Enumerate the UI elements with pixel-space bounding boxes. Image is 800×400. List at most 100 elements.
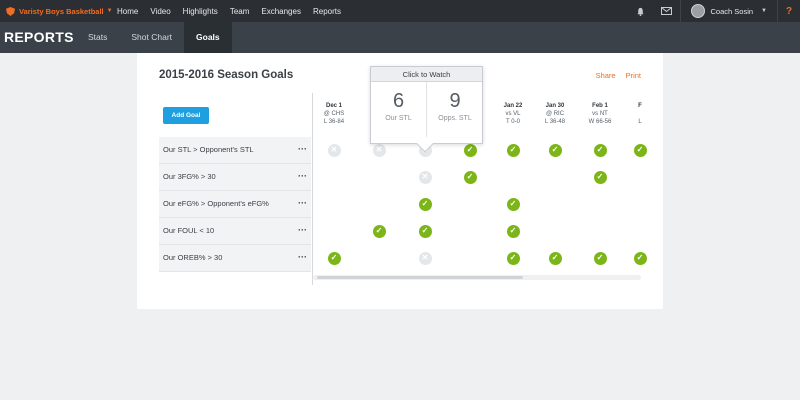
goal-met-check-icon[interactable]: ✓ <box>418 224 432 238</box>
game-result: T 0-0 <box>506 119 520 125</box>
sub-navigation-bar: REPORTS Stats Shot Chart Goals <box>0 22 800 53</box>
nav-video[interactable]: Video <box>150 6 171 16</box>
game-opponent: vs NT <box>592 111 608 117</box>
goal-missed-x-icon[interactable]: ✕ <box>372 143 386 157</box>
topbar-divider <box>777 0 778 22</box>
goal-label: Our FOUL < 10 <box>163 226 215 235</box>
game-column-header[interactable]: Feb 1 vs NT W 66-56 <box>577 102 623 126</box>
goals-report-card: 2015-2016 Season Goals Share Print Add G… <box>137 53 663 309</box>
game-column-header[interactable]: Jan 30 @ RIC L 36-48 <box>532 102 578 126</box>
nav-reports[interactable]: Reports <box>312 6 341 16</box>
goal-label: Our 3FG% > 30 <box>163 172 216 181</box>
game-date: Jan 22 <box>503 103 523 109</box>
goal-label: Our eFG% > Opponent's eFG% <box>163 199 269 208</box>
print-link[interactable]: Print <box>625 71 641 80</box>
more-options-icon[interactable]: ··· <box>298 252 307 262</box>
goal-met-check-icon[interactable]: ✓ <box>506 224 520 238</box>
scrollbar-thumb[interactable] <box>317 276 523 279</box>
game-opponent: @ CHS <box>323 111 345 117</box>
goal-missed-x-icon[interactable]: ✕ <box>418 170 432 184</box>
goal-met-check-icon[interactable]: ✓ <box>463 143 477 157</box>
topbar-divider <box>679 0 681 22</box>
stat-label: Our STL <box>385 115 412 122</box>
report-actions: Share Print <box>586 71 641 80</box>
game-opponent: @ RIC <box>545 111 565 117</box>
bell-icon[interactable] <box>628 0 654 22</box>
game-result: W 66-56 <box>588 119 612 125</box>
share-link[interactable]: Share <box>595 71 616 80</box>
report-title: 2015-2016 Season Goals <box>159 69 294 81</box>
main-nav: Home Video Highlights Team Exchanges Rep… <box>117 0 353 22</box>
goal-missed-x-icon[interactable]: ✕ <box>418 251 432 265</box>
report-tabs: Stats Shot Chart Goals <box>76 22 232 53</box>
goal-label: Our OREB% > 30 <box>163 253 223 262</box>
our-stl-stat: 6 Our STL <box>371 82 427 144</box>
game-date: Jan 30 <box>545 103 565 109</box>
goal-row[interactable]: Our eFG% > Opponent's eFG% ··· <box>159 191 311 218</box>
avatar <box>690 4 705 18</box>
click-to-watch-popup[interactable]: Click to Watch 6 Our STL 9 Opps. STL <box>370 66 483 153</box>
game-date: Feb 1 <box>592 103 608 109</box>
game-result: L 36-48 <box>544 119 566 125</box>
game-date: F <box>638 103 642 109</box>
user-name: Coach Sosin <box>710 6 754 16</box>
popup-header[interactable]: Click to Watch <box>371 67 482 82</box>
more-options-icon[interactable]: ··· <box>298 144 307 154</box>
team-logo-icon <box>6 6 15 16</box>
goal-row[interactable]: Our 3FG% > 30 ··· <box>159 164 311 191</box>
goal-met-check-icon[interactable]: ✓ <box>506 251 520 265</box>
game-opponent <box>617 110 663 118</box>
nav-highlights[interactable]: Highlights <box>182 6 218 16</box>
more-options-icon[interactable]: ··· <box>298 198 307 208</box>
stat-value: 6 <box>392 90 405 112</box>
goal-met-check-icon[interactable]: ✓ <box>372 224 386 238</box>
stat-label: Opps. STL <box>438 115 472 122</box>
goal-met-check-icon[interactable]: ✓ <box>633 251 647 265</box>
goal-met-check-icon[interactable]: ✓ <box>633 143 647 157</box>
opps-stl-stat: 9 Opps. STL <box>427 82 483 144</box>
stat-value: 9 <box>449 90 461 112</box>
nav-home[interactable]: Home <box>117 6 139 16</box>
goal-row[interactable]: Our STL > Opponent's STL ··· <box>159 137 311 164</box>
nav-exchanges[interactable]: Exchanges <box>261 6 301 16</box>
goal-row[interactable]: Our OREB% > 30 ··· <box>159 245 311 272</box>
goals-column-divider <box>312 93 313 285</box>
chevron-down-icon: ▼ <box>761 8 767 14</box>
game-result: L <box>638 119 642 125</box>
goal-met-check-icon[interactable]: ✓ <box>548 143 562 157</box>
tab-shot-chart[interactable]: Shot Chart <box>131 32 173 42</box>
goal-label: Our STL > Opponent's STL <box>163 145 254 154</box>
help-icon[interactable]: ? <box>785 5 793 17</box>
goal-met-check-icon[interactable]: ✓ <box>548 251 562 265</box>
game-opponent: vs VL <box>505 111 521 117</box>
more-options-icon[interactable]: ··· <box>298 171 307 181</box>
more-options-icon[interactable]: ··· <box>298 225 307 235</box>
nav-team[interactable]: Team <box>229 6 250 16</box>
goal-met-check-icon[interactable]: ✓ <box>593 170 607 184</box>
envelope-icon[interactable] <box>654 0 680 22</box>
goal-met-check-icon[interactable]: ✓ <box>463 170 477 184</box>
game-date: Dec 1 <box>325 103 342 109</box>
goal-met-check-icon[interactable]: ✓ <box>418 197 432 211</box>
tab-stats[interactable]: Stats <box>88 32 108 42</box>
tab-goals[interactable]: Goals <box>184 22 232 53</box>
topbar-right: Coach Sosin ▼ ? <box>628 0 800 22</box>
goal-met-check-icon[interactable]: ✓ <box>593 143 607 157</box>
goal-met-check-icon[interactable]: ✓ <box>506 197 520 211</box>
chevron-down-icon: ▼ <box>106 8 113 14</box>
goal-missed-x-icon[interactable]: ✕ <box>327 143 341 157</box>
game-column-header[interactable]: F L <box>617 102 663 126</box>
goal-met-check-icon[interactable]: ✓ <box>506 143 520 157</box>
top-navigation-bar: Varisty Boys Basketball ▼ Home Video Hig… <box>0 0 800 22</box>
add-goal-button[interactable]: Add Goal <box>163 107 209 124</box>
goal-row[interactable]: Our FOUL < 10 ··· <box>159 218 311 245</box>
goal-met-check-icon[interactable]: ✓ <box>593 251 607 265</box>
team-selector[interactable]: Varisty Boys Basketball ▼ <box>6 0 113 22</box>
game-column-header[interactable]: Dec 1 @ CHS L 36-84 <box>311 102 357 126</box>
game-column-header[interactable]: Jan 22 vs VL T 0-0 <box>490 102 536 126</box>
page-title: REPORTS <box>4 29 74 45</box>
user-menu[interactable]: Coach Sosin ▼ <box>681 0 777 22</box>
team-name: Varisty Boys Basketball <box>19 6 104 16</box>
game-result: L 36-84 <box>323 119 345 125</box>
goal-met-check-icon[interactable]: ✓ <box>327 251 341 265</box>
